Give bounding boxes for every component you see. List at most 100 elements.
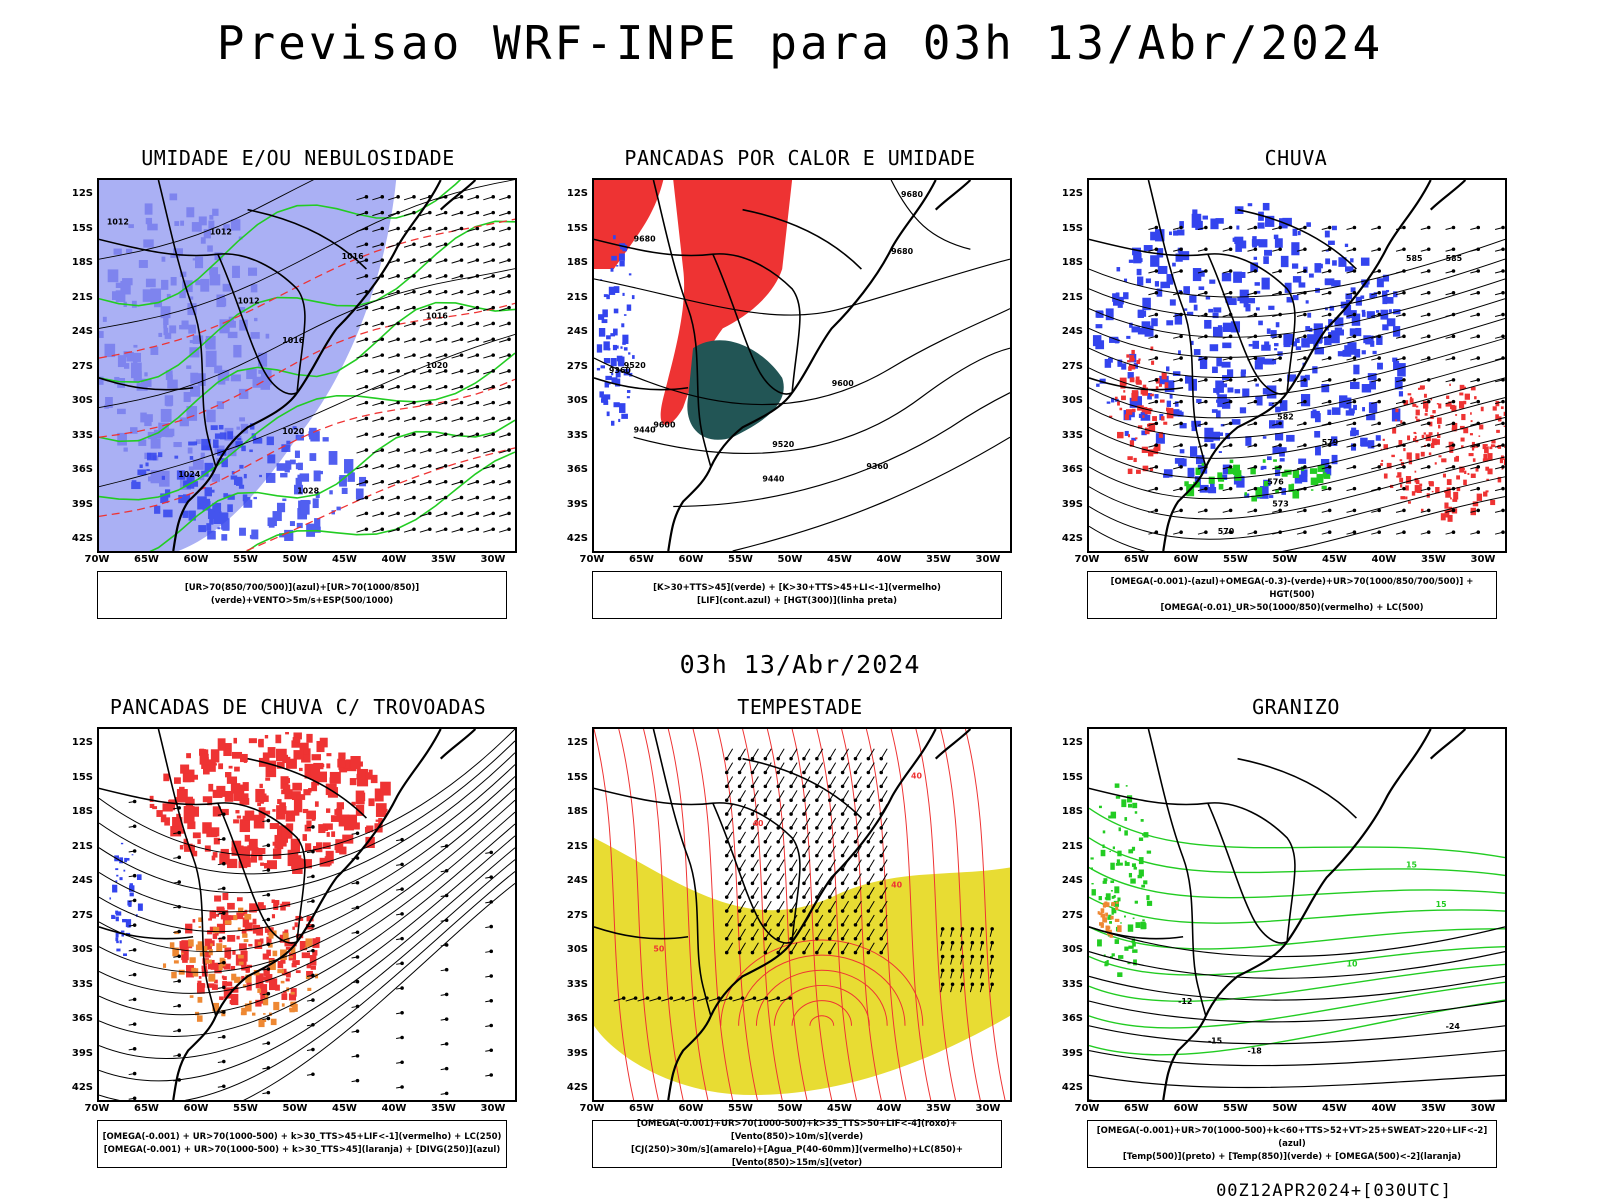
lon-tick-label: 40W xyxy=(377,1103,411,1114)
legend-line: [OMEGA(-0.001)+UR>70(1000-500)+k>35_TTS>… xyxy=(597,1118,997,1144)
lat-tick-label: 36S xyxy=(67,464,93,475)
contour-label: 1016 xyxy=(282,336,305,345)
lat-tick-label: 30S xyxy=(67,944,93,955)
lat-tick-label: 42S xyxy=(67,1082,93,1093)
contour-label: 1024 xyxy=(178,470,201,479)
lon-tick-label: 65W xyxy=(130,554,164,565)
lon-tick-label: 60W xyxy=(179,554,213,565)
lon-tick-label: 45W xyxy=(328,1103,362,1114)
contour-label: 9600 xyxy=(832,379,855,388)
contour-label: 9360 xyxy=(866,462,889,471)
lat-tick-label: 18S xyxy=(562,806,588,817)
panel-title: TEMPESTADE xyxy=(580,695,1020,719)
contour-label: -15 xyxy=(1208,1037,1222,1046)
lon-tick-label: 40W xyxy=(377,554,411,565)
lat-tick-label: 24S xyxy=(1057,875,1083,886)
lat-tick-label: 30S xyxy=(1057,944,1083,955)
lat-tick-label: 15S xyxy=(562,772,588,783)
panel-title: PANCADAS POR CALOR E UMIDADE xyxy=(580,146,1020,170)
lon-tick-label: 65W xyxy=(1120,1103,1154,1114)
divg-blue-area xyxy=(109,843,142,956)
lat-tick-label: 24S xyxy=(1057,326,1083,337)
humidity-fill-light xyxy=(99,180,396,551)
lon-tick-label: 30W xyxy=(1466,554,1500,565)
lat-tick-label: 36S xyxy=(562,1013,588,1024)
contour-label: 9360 xyxy=(609,366,632,375)
lat-tick-label: 21S xyxy=(67,841,93,852)
contour-label: 9680 xyxy=(901,190,924,199)
lon-tick-label: 50W xyxy=(773,554,807,565)
contour-label: -12 xyxy=(1178,997,1192,1006)
lon-tick-label: 70W xyxy=(575,1103,609,1114)
lon-tick-label: 70W xyxy=(80,1103,114,1114)
lat-tick-label: 27S xyxy=(562,910,588,921)
panel-legend: [UR>70(850/700/500)](azul)+[UR>70(1000/8… xyxy=(97,571,507,619)
lat-tick-label: 36S xyxy=(1057,1013,1083,1024)
lat-tick-label: 18S xyxy=(562,257,588,268)
panel-legend: [OMEGA(-0.001)+UR>70(1000-500)+k>35_TTS>… xyxy=(592,1120,1002,1168)
lat-tick-label: 27S xyxy=(1057,361,1083,372)
lon-tick-label: 55W xyxy=(724,1103,758,1114)
lon-tick-label: 35W xyxy=(922,1103,956,1114)
lat-tick-label: 15S xyxy=(67,772,93,783)
lon-tick-label: 35W xyxy=(1417,1103,1451,1114)
contour-label: 9680 xyxy=(891,247,914,256)
temp-labels: -12-15-18-24 xyxy=(1178,997,1460,1055)
lon-tick-label: 40W xyxy=(1367,1103,1401,1114)
lat-tick-label: 12S xyxy=(67,188,93,199)
lat-tick-label: 39S xyxy=(67,1048,93,1059)
contour-label: 9440 xyxy=(634,425,657,434)
lon-tick-label: 30W xyxy=(1466,1103,1500,1114)
lon-tick-label: 30W xyxy=(476,1103,510,1114)
lat-tick-label: 21S xyxy=(67,292,93,303)
lat-tick-label: 33S xyxy=(1057,430,1083,441)
contour-label: 10 xyxy=(1347,959,1359,968)
legend-line: [UR>70(850/700/500)](azul)+[UR>70(1000/8… xyxy=(102,582,502,608)
lat-tick-label: 39S xyxy=(1057,499,1083,510)
green-noise xyxy=(1090,783,1152,977)
contour-label: 9600 xyxy=(653,420,676,429)
contour-label: -24 xyxy=(1446,1022,1461,1031)
lon-tick-label: 50W xyxy=(278,554,312,565)
lon-tick-label: 55W xyxy=(229,554,263,565)
lon-tick-label: 40W xyxy=(872,554,906,565)
lon-tick-label: 30W xyxy=(476,554,510,565)
panel-title: PANCADAS DE CHUVA C/ TROVOADAS xyxy=(78,695,518,719)
lat-tick-label: 15S xyxy=(1057,772,1083,783)
lat-tick-label: 12S xyxy=(562,737,588,748)
instability-green-area xyxy=(687,340,783,440)
lon-tick-label: 70W xyxy=(575,554,609,565)
legend-line: [Temp(500)](preto) + [Temp(850)](verde) … xyxy=(1092,1151,1492,1164)
lon-tick-label: 60W xyxy=(1169,554,1203,565)
lat-tick-label: 24S xyxy=(562,875,588,886)
lat-tick-label: 39S xyxy=(1057,1048,1083,1059)
lon-tick-label: 50W xyxy=(1268,1103,1302,1114)
lon-tick-label: 55W xyxy=(724,554,758,565)
contour-label: 576 xyxy=(1267,478,1284,487)
south-america-coastline xyxy=(1163,180,1465,551)
lon-tick-label: 35W xyxy=(427,1103,461,1114)
contour-label: 50 xyxy=(653,945,665,954)
lat-tick-label: 36S xyxy=(562,464,588,475)
lon-tick-label: 50W xyxy=(773,1103,807,1114)
lon-tick-label: 40W xyxy=(1367,554,1401,565)
lat-tick-label: 12S xyxy=(562,188,588,199)
lat-tick-label: 39S xyxy=(67,499,93,510)
streamlines-250 xyxy=(99,729,515,1100)
lat-tick-label: 33S xyxy=(562,430,588,441)
lat-tick-label: 21S xyxy=(1057,841,1083,852)
lat-tick-label: 27S xyxy=(562,361,588,372)
lon-tick-label: 60W xyxy=(674,554,708,565)
legend-line: [K>30+TTS>45](verde) + [K>30+TTS>45+LI<-… xyxy=(597,582,997,595)
lon-tick-label: 60W xyxy=(674,1103,708,1114)
contour-label: 585 xyxy=(1406,254,1423,263)
lat-tick-label: 18S xyxy=(1057,806,1083,817)
lon-tick-label: 55W xyxy=(1219,1103,1253,1114)
lat-tick-label: 24S xyxy=(562,326,588,337)
lat-tick-label: 18S xyxy=(67,257,93,268)
panel-legend: [OMEGA(-0.001)-(azul)+OMEGA(-0.3)-(verde… xyxy=(1087,571,1497,619)
lat-tick-label: 15S xyxy=(562,223,588,234)
